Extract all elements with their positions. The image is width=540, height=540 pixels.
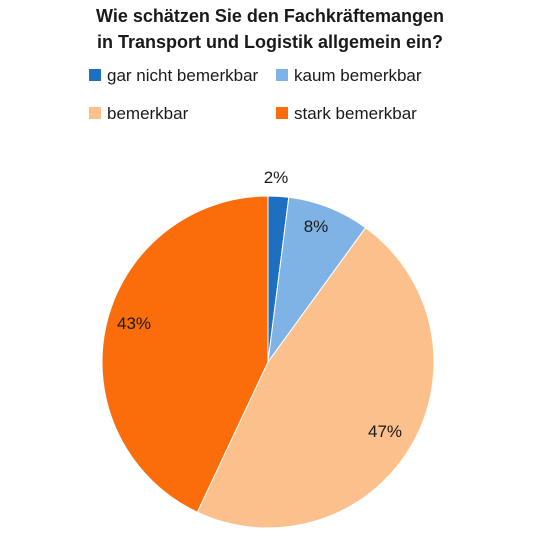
legend-swatch-stark-bemerkbar xyxy=(276,107,288,119)
pie-slice-stark-bemerkbar xyxy=(101,195,269,513)
legend-swatch-kaum-bemerkbar xyxy=(276,69,288,81)
data-label-gar-nicht-bemerkbar: 2% xyxy=(264,168,289,187)
legend-label-kaum-bemerkbar: kaum bemerkbar xyxy=(294,66,422,85)
chart-title-line-2: in Transport und Logistik allgemein ein? xyxy=(97,32,443,52)
legend: gar nicht bemerkbar kaum bemerkbar bemer… xyxy=(89,66,422,123)
data-label-bemerkbar: 47% xyxy=(368,422,402,441)
legend-label-stark-bemerkbar: stark bemerkbar xyxy=(294,104,417,123)
legend-label-gar-nicht-bemerkbar: gar nicht bemerkbar xyxy=(107,66,259,85)
pie-slice-bemerkbar xyxy=(196,227,435,529)
chart-title-line-1: Wie schätzen Sie den Fachkräftemangen xyxy=(96,6,444,26)
data-label-stark-bemerkbar: 43% xyxy=(117,314,151,333)
legend-swatch-bemerkbar xyxy=(89,107,101,119)
pie-data-labels: 2% 8% 47% 43% xyxy=(117,168,402,441)
legend-label-bemerkbar: bemerkbar xyxy=(107,104,189,123)
pie-slices xyxy=(101,195,435,529)
data-label-kaum-bemerkbar: 8% xyxy=(304,217,329,236)
legend-swatch-gar-nicht-bemerkbar xyxy=(89,69,101,81)
